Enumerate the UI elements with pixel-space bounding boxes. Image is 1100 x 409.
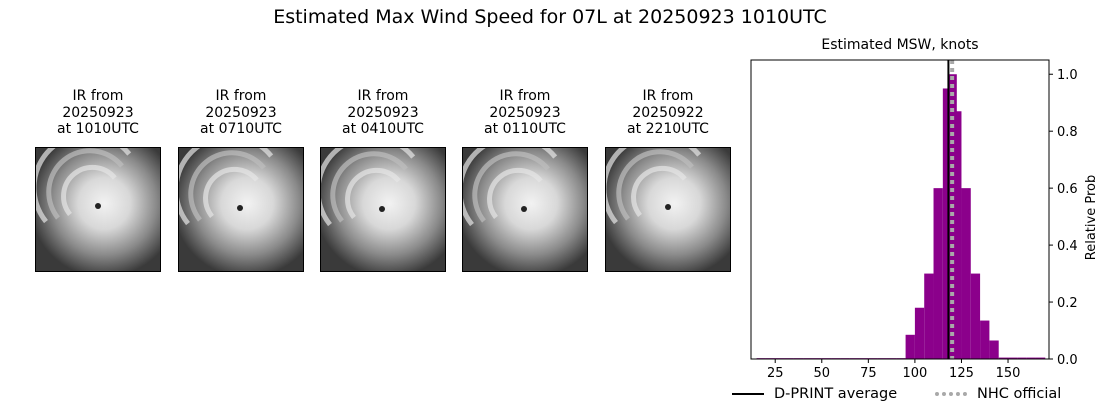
x-tick-label: 125 [949,366,974,381]
ir-satellite-image [320,147,446,272]
histogram-bar [1017,357,1027,359]
y-tick-label: 1.0 [1057,68,1078,83]
histogram-bar [1035,357,1046,359]
y-tick-label: 0.0 [1057,353,1078,368]
histogram-bar [933,188,943,359]
ir-caption: IR from 20250923 at 0710UTC [200,88,282,137]
y-tick-label: 0.8 [1057,125,1078,140]
histogram-bar [998,357,1009,359]
histogram-bar [905,334,915,359]
histogram-bar [952,111,962,359]
ir-satellite-image [178,147,304,272]
histogram-bar [914,307,925,359]
x-tick-label: 25 [767,366,784,381]
histogram-bar [1026,357,1036,359]
legend-line-dotted [935,392,967,396]
y-tick-label: 0.2 [1057,296,1078,311]
ir-panel-4: IR from 20250923 at 0110UTC [462,88,588,272]
y-tick-label: 0.6 [1057,182,1078,197]
histogram-bar [1008,357,1018,359]
ir-panel-5: IR from 20250922 at 2210UTC [605,88,731,272]
histogram-chart: 25 50 75 100 125 150 0.0 0.2 0.4 0.6 0.8 1.0 Relativ… [750,59,1099,381]
histogram-bar [961,188,971,359]
ir-satellite-image [605,147,731,272]
ir-panel-2: IR from 20250923 at 0710UTC [178,88,304,272]
figure-title: Estimated Max Wind Speed for 07L at 2025… [273,6,827,28]
legend-label: NHC official [977,386,1062,402]
ir-satellite-image [35,147,161,272]
ir-caption: IR from 20250923 at 1010UTC [57,88,139,137]
x-tick-label: 75 [860,366,877,381]
legend-item-dprint: D-PRINT average [732,386,897,402]
ir-caption: IR from 20250923 at 0410UTC [342,88,424,137]
histogram-bar [970,273,981,359]
ir-caption: IR from 20250922 at 2210UTC [627,88,709,137]
x-tick-label: 150 [996,366,1021,381]
histogram-bar [980,320,990,359]
legend-item-nhc: NHC official [935,386,1061,402]
histogram-bar [989,340,999,359]
ir-panel-3: IR from 20250923 at 0410UTC [320,88,446,272]
x-tick-label: 100 [902,366,927,381]
y-tick-label: 0.4 [1057,239,1078,254]
ir-caption: IR from 20250923 at 0110UTC [484,88,566,137]
chart-title: Estimated MSW, knots [821,37,979,53]
plot-frame [750,59,1050,360]
histogram-bar [924,273,934,359]
x-tick-label: 50 [814,366,831,381]
legend-line-solid [732,393,764,395]
legend-label: D-PRINT average [774,386,898,402]
ir-panel-1: IR from 20250923 at 1010UTC [35,88,161,272]
ir-satellite-image [462,147,588,272]
y-axis-label: Relative Prob [1084,175,1099,260]
